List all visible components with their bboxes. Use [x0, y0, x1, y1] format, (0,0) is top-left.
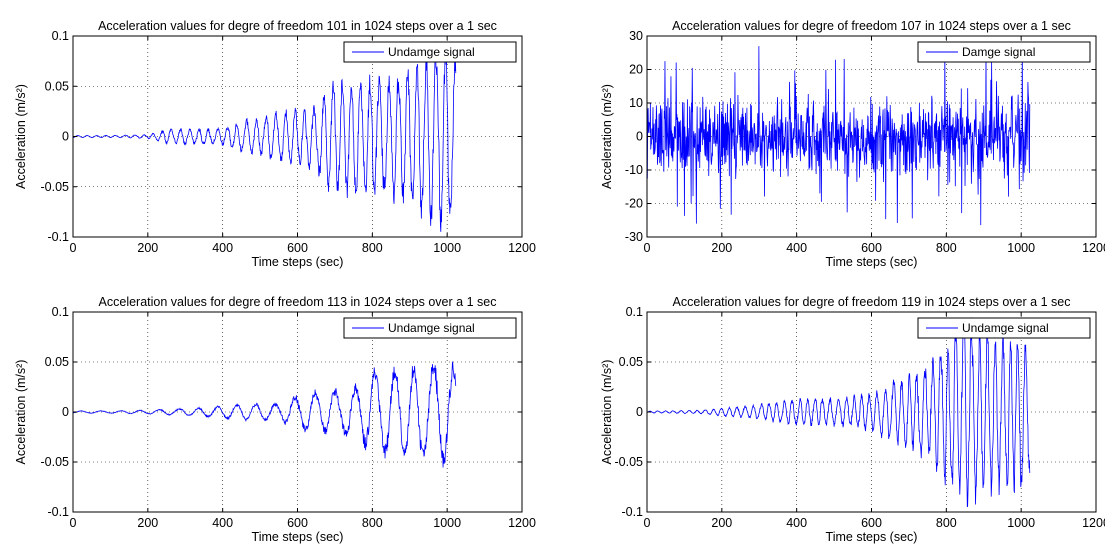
- x-tick-label: 400: [212, 241, 233, 255]
- x-tick-label: 400: [786, 241, 807, 255]
- y-tick-label: 20: [629, 63, 643, 77]
- x-tick-label: 800: [362, 516, 383, 530]
- chart-panel-1: 0 200 400 600 800 1000 1200 -0.1 -0.05 0 0.05 0.1 Ac…: [14, 19, 536, 269]
- y-tick-label: 0: [62, 405, 69, 419]
- x-tick-label: 1200: [1082, 241, 1105, 255]
- x-tick-label: 400: [786, 516, 807, 530]
- x-tick-label: 0: [644, 516, 651, 530]
- legend-box: [343, 41, 517, 63]
- legend-box: [343, 317, 517, 339]
- x-tick-label: 1200: [508, 241, 536, 255]
- y-tick-label: -30: [625, 230, 643, 244]
- y-tick-label: 0: [636, 405, 643, 419]
- x-tick-label: 200: [711, 241, 732, 255]
- y-tick-label: 0: [636, 130, 643, 144]
- chart-panel-4: 0 200 400 600 800 1000 1200 -0.1 -0.05 0 0.05 0.1 Ac…: [600, 295, 1105, 544]
- x-tick-label: 1000: [433, 241, 461, 255]
- x-tick-label: 800: [362, 241, 383, 255]
- legend-label: Undamge signal: [388, 45, 475, 59]
- legend: Damge signal: [917, 41, 1091, 63]
- y-tick-label: -0.1: [621, 505, 643, 519]
- x-tick-label: 800: [936, 241, 957, 255]
- x-axis-label: Time steps (sec): [252, 530, 344, 544]
- series-line: [73, 360, 457, 468]
- y-tick-label: 0.05: [45, 79, 69, 93]
- y-tick-label: 0.05: [619, 355, 643, 369]
- x-tick-label: 1000: [1007, 516, 1035, 530]
- x-tick-label: 200: [137, 516, 158, 530]
- y-tick-label: 10: [629, 96, 643, 110]
- y-axis-label: Acceleration (m/s²): [14, 84, 28, 189]
- y-tick-label: 0.1: [52, 305, 69, 319]
- x-axis-label: Time steps (sec): [826, 530, 918, 544]
- series-line: [73, 41, 457, 232]
- x-tick-label: 0: [70, 516, 77, 530]
- legend: Undamge signal: [343, 317, 517, 339]
- chart-title: Acceleration values for degre of freedom…: [98, 19, 497, 33]
- x-tick-label: 600: [861, 516, 882, 530]
- x-tick-label: 0: [644, 241, 651, 255]
- x-tick-label: 1200: [1082, 516, 1105, 530]
- legend-box: [917, 317, 1091, 339]
- y-axis-label: Acceleration (m/s²): [14, 360, 28, 465]
- x-axis-label: Time steps (sec): [252, 255, 344, 269]
- y-tick-label: -0.05: [615, 455, 644, 469]
- x-tick-label: 0: [70, 241, 77, 255]
- chart-panel-3: 0 200 400 600 800 1000 1200 -0.1 -0.05 0 0.05 0.1 Ac…: [14, 295, 536, 544]
- legend: Undamge signal: [917, 317, 1091, 339]
- x-tick-label: 600: [861, 241, 882, 255]
- y-tick-label: -0.05: [41, 455, 70, 469]
- x-tick-label: 1000: [433, 516, 461, 530]
- y-tick-label: -0.1: [47, 230, 69, 244]
- y-tick-label: 0: [62, 130, 69, 144]
- legend-label: Undamge signal: [388, 321, 475, 335]
- y-axis-label: Acceleration (m/s²): [600, 84, 614, 189]
- y-tick-label: -20: [625, 197, 643, 211]
- legend-box: [917, 41, 1091, 63]
- x-tick-label: 200: [137, 241, 158, 255]
- chart-title: Acceleration values for degre of freedom…: [673, 295, 1071, 309]
- x-tick-label: 400: [212, 516, 233, 530]
- y-axis-label: Acceleration (m/s²): [600, 360, 614, 465]
- x-tick-label: 600: [287, 241, 308, 255]
- y-tick-label: 30: [629, 29, 643, 43]
- chart-title: Acceleration values for degre of freedom…: [99, 295, 497, 309]
- x-tick-label: 1200: [508, 516, 536, 530]
- x-tick-label: 1000: [1007, 241, 1035, 255]
- chart-panel-2: 0 200 400 600 800 1000 1200 -30 -20 -10 0 10 20 30 Acc…: [600, 19, 1105, 269]
- x-tick-label: 600: [287, 516, 308, 530]
- chart-title: Acceleration values for degre of freedom…: [672, 19, 1071, 33]
- x-tick-label: 800: [936, 516, 957, 530]
- y-tick-label: 0.1: [626, 305, 643, 319]
- x-tick-label: 200: [711, 516, 732, 530]
- y-tick-label: -10: [625, 163, 643, 177]
- legend-label: Undamge signal: [962, 321, 1049, 335]
- legend: Undamge signal: [343, 41, 517, 63]
- series-line: [647, 46, 1031, 226]
- series-line: [647, 317, 1031, 508]
- x-axis-label: Time steps (sec): [826, 255, 918, 269]
- y-tick-label: -0.05: [41, 180, 70, 194]
- y-tick-label: 0.05: [45, 355, 69, 369]
- y-tick-label: -0.1: [47, 505, 69, 519]
- legend-label: Damge signal: [962, 45, 1035, 59]
- y-tick-label: 0.1: [52, 29, 69, 43]
